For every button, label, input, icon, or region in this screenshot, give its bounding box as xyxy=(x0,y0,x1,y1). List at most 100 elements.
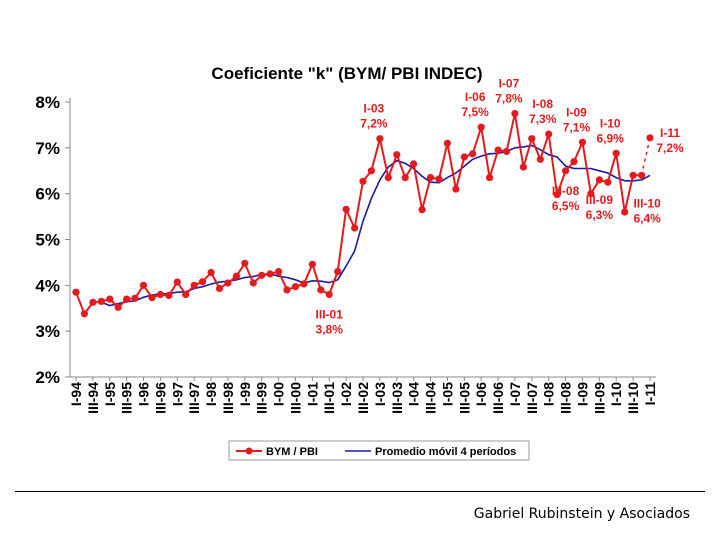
series-point-bym xyxy=(308,260,316,268)
x-tick-label: I-95 xyxy=(102,382,118,406)
x-tick-label: III-10 xyxy=(625,382,641,414)
annotation-label: I-06 xyxy=(465,90,486,104)
legend: BYM / PBI Promedio móvil 4 períodos xyxy=(228,440,530,461)
series-point-bym xyxy=(351,224,359,232)
series-point-bym xyxy=(139,281,148,289)
series-point-bym xyxy=(266,270,274,278)
series-point-bym xyxy=(393,151,401,159)
series-point-bym xyxy=(123,295,131,303)
x-tick-label: III-03 xyxy=(389,382,405,414)
x-tick-label: I-10 xyxy=(608,382,624,406)
annotation-value: 3,8% xyxy=(316,323,344,337)
series-point-bym xyxy=(199,278,207,286)
x-tick-label: I-08 xyxy=(541,382,557,406)
series-point-bym xyxy=(460,153,468,161)
y-tick-label: 3% xyxy=(35,322,60,341)
series-point-bym xyxy=(80,310,88,318)
series-group xyxy=(72,109,654,318)
series-point-bym xyxy=(148,294,156,302)
annotation-value: 6,3% xyxy=(586,208,614,222)
series-point-bym xyxy=(426,174,435,182)
series-point-bym xyxy=(325,290,333,299)
series-point-bym xyxy=(486,174,494,182)
series-point-bym xyxy=(275,268,283,276)
series-point-bym xyxy=(283,286,291,294)
series-point-bym xyxy=(401,174,409,182)
series-point-bym xyxy=(165,291,173,299)
y-tick-label: 7% xyxy=(35,139,60,158)
series-point-bym xyxy=(578,138,587,146)
series-point-bym xyxy=(376,135,384,143)
series-line-moving-average xyxy=(101,144,651,307)
legend-label-bym: BYM / PBI xyxy=(266,446,318,458)
y-axis: 2% 3% 4% 5% 6% 7% 8% xyxy=(35,93,71,387)
x-tick-label: I-09 xyxy=(574,382,590,406)
series-point-bym xyxy=(173,278,181,286)
x-tick-label: I-02 xyxy=(338,382,354,406)
series-point-bym xyxy=(519,163,528,171)
x-tick-label: III-02 xyxy=(355,382,371,414)
series-point-bym xyxy=(595,176,604,184)
series-point-bym xyxy=(232,272,240,280)
x-tick-label: I-04 xyxy=(406,382,422,406)
x-tick-label: III-07 xyxy=(524,382,540,414)
x-tick-label: I-00 xyxy=(271,382,287,406)
annotation-value: 7,2% xyxy=(360,117,388,131)
x-tick-label: I-07 xyxy=(507,382,523,406)
footer-credit: Gabriel Rubinstein y Asociados xyxy=(473,506,690,522)
series-point-bym xyxy=(604,178,612,186)
y-tick-label: 6% xyxy=(35,185,60,204)
legend-label-moving-average: Promedio móvil 4 períodos xyxy=(375,446,516,458)
series-point-bym xyxy=(241,259,249,267)
x-tick-label: III-09 xyxy=(591,382,607,414)
series-point-bym xyxy=(89,298,97,306)
y-tick-label: 2% xyxy=(35,368,60,387)
x-tick-label: III-96 xyxy=(152,382,168,414)
legend-box xyxy=(228,440,530,461)
series-point-bym xyxy=(452,185,460,193)
annotation-value: 7,3% xyxy=(529,112,557,126)
annotation-label: III-10 xyxy=(633,196,661,210)
annotation-label: I-09 xyxy=(566,105,587,119)
x-tick-label: III-01 xyxy=(321,382,337,414)
annotation-label: I-11 xyxy=(660,126,680,140)
x-tick-label: I-05 xyxy=(439,382,455,406)
series-line-bym-last-segment xyxy=(640,137,651,176)
series-point-bym xyxy=(621,208,629,216)
x-tick-label: I-94 xyxy=(68,382,84,406)
annotation-label: I-08 xyxy=(532,97,553,111)
series-point-bym xyxy=(528,135,536,143)
annotation-value: 7,2% xyxy=(656,141,684,155)
series-point-bym xyxy=(249,279,257,287)
series-point-bym xyxy=(131,294,139,302)
chart-title: Coeficiente "k" (BYM/ PBI INDEC) xyxy=(211,64,482,83)
series-point-bym xyxy=(502,147,511,156)
series-point-bym xyxy=(562,167,570,175)
series-point-bym xyxy=(106,295,114,303)
series-point-bym xyxy=(469,150,477,158)
x-tick-label: I-11 xyxy=(642,382,658,406)
series-point-bym xyxy=(334,268,342,276)
series-point-bym xyxy=(435,175,443,183)
series-point-bym xyxy=(156,290,164,299)
series-point-bym xyxy=(215,284,224,293)
annotation-value: 6,9% xyxy=(597,131,625,145)
x-axis: I-94 III-94 I-95 III-95 I-96 III-96 I-97 III-97… xyxy=(68,376,658,414)
series-point-bym xyxy=(359,177,367,185)
x-tick-label: III-98 xyxy=(220,382,236,414)
y-tick-label: 4% xyxy=(35,276,60,295)
series-point-bym xyxy=(638,171,646,179)
x-tick-label: I-03 xyxy=(372,382,388,406)
x-tick-label: III-04 xyxy=(423,382,439,414)
series-point-bym xyxy=(646,134,654,142)
x-tick-label: III-99 xyxy=(254,382,270,414)
series-point-bym xyxy=(477,123,485,131)
x-tick-label: III-05 xyxy=(456,382,472,414)
series-point-bym xyxy=(418,206,426,214)
series-point-bym xyxy=(114,303,122,311)
series-point-bym xyxy=(545,130,553,138)
series-point-bym xyxy=(72,288,80,296)
x-tick-label: III-94 xyxy=(85,382,101,414)
series-point-bym xyxy=(553,191,561,199)
annotation-label: III-09 xyxy=(586,193,614,207)
